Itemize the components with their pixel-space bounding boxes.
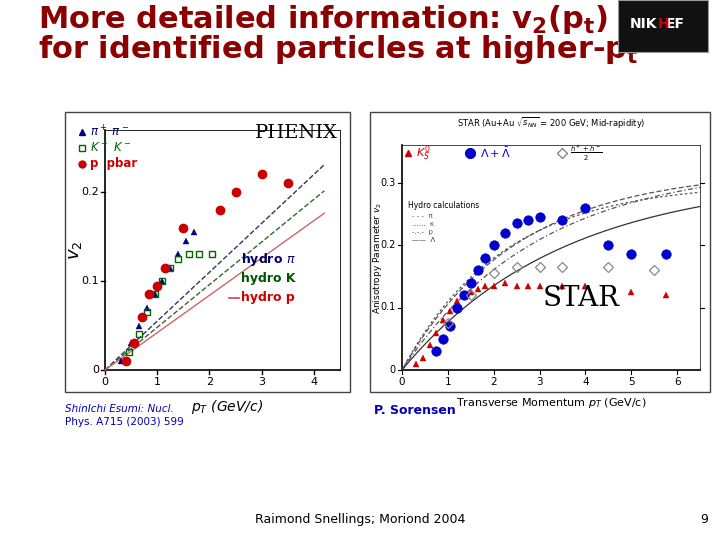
Bar xyxy=(65,112,350,392)
Text: Phys. A715 (2003) 599: Phys. A715 (2003) 599 xyxy=(65,417,184,427)
Text: ShinIchi Esumi: Nucl.: ShinIchi Esumi: Nucl. xyxy=(65,404,174,414)
Text: hydro p: hydro p xyxy=(241,292,295,305)
Text: - - -  π: - - - π xyxy=(412,213,433,219)
Text: 2: 2 xyxy=(206,377,213,387)
Text: Raimond Snellings; Moriond 2004: Raimond Snellings; Moriond 2004 xyxy=(255,513,465,526)
Text: 0: 0 xyxy=(92,365,99,375)
Text: 0: 0 xyxy=(390,365,396,375)
Text: P. Sorensen: P. Sorensen xyxy=(374,404,456,417)
Text: 0: 0 xyxy=(102,377,109,387)
Text: $v_2$: $v_2$ xyxy=(66,240,84,260)
Text: Transverse Momentum $p_T$ (GeV/c): Transverse Momentum $p_T$ (GeV/c) xyxy=(456,396,647,410)
Text: $\pi^+$ $\pi^-$: $\pi^+$ $\pi^-$ xyxy=(90,124,129,140)
Text: ——  Λ: —— Λ xyxy=(412,237,436,243)
Text: $K^+$ $K^-$: $K^+$ $K^-$ xyxy=(90,140,131,156)
Text: p  pbar: p pbar xyxy=(90,158,138,171)
Text: 0.3: 0.3 xyxy=(381,178,396,187)
Text: NIK: NIK xyxy=(630,17,657,31)
Text: More detailed information: $\mathbf{v_2(p_t)}$: More detailed information: $\mathbf{v_2(… xyxy=(38,3,608,36)
Text: STAR (Au+Au $\sqrt{s_{NN}}$ = 200 GeV; Mid-rapidity): STAR (Au+Au $\sqrt{s_{NN}}$ = 200 GeV; M… xyxy=(456,115,645,130)
Text: hydro K: hydro K xyxy=(241,272,296,285)
Text: 3: 3 xyxy=(536,377,543,387)
Text: -.-.-  p: -.-.- p xyxy=(412,229,433,235)
Text: 1: 1 xyxy=(444,377,451,387)
Text: EF: EF xyxy=(666,17,685,31)
Bar xyxy=(370,112,710,392)
Text: 4: 4 xyxy=(310,377,318,387)
Text: Anisotropy Parameter $v_2$: Anisotropy Parameter $v_2$ xyxy=(371,201,384,314)
Text: hydro $\pi$: hydro $\pi$ xyxy=(241,251,296,268)
Text: 0.1: 0.1 xyxy=(381,302,396,313)
Text: PHENIX: PHENIX xyxy=(255,124,338,142)
Text: $\Lambda + \bar{\Lambda}$: $\Lambda + \bar{\Lambda}$ xyxy=(480,146,510,160)
Text: H: H xyxy=(658,17,670,31)
Text: 0.2: 0.2 xyxy=(81,187,99,197)
Text: 6: 6 xyxy=(674,377,680,387)
Bar xyxy=(618,0,708,52)
Text: 0.1: 0.1 xyxy=(81,276,99,286)
Text: 9: 9 xyxy=(700,513,708,526)
Text: 2: 2 xyxy=(490,377,497,387)
Text: for identified particles at higher-$\mathbf{p_t}$: for identified particles at higher-$\mat… xyxy=(38,33,639,66)
Text: 5: 5 xyxy=(628,377,634,387)
Text: 4: 4 xyxy=(582,377,589,387)
Text: 0.2: 0.2 xyxy=(381,240,396,250)
Text: 0: 0 xyxy=(399,377,405,387)
Text: ......  κ: ...... κ xyxy=(412,221,434,227)
Text: $\frac{h^+ + h^-}{2}$: $\frac{h^+ + h^-}{2}$ xyxy=(570,144,602,163)
Text: Hydro calculations: Hydro calculations xyxy=(408,201,480,210)
Text: 3: 3 xyxy=(258,377,265,387)
Text: $K^0_S$: $K^0_S$ xyxy=(416,143,431,163)
Text: $p_T$ (GeV/c): $p_T$ (GeV/c) xyxy=(192,398,264,416)
Text: STAR: STAR xyxy=(542,285,619,312)
Text: 1: 1 xyxy=(154,377,161,387)
